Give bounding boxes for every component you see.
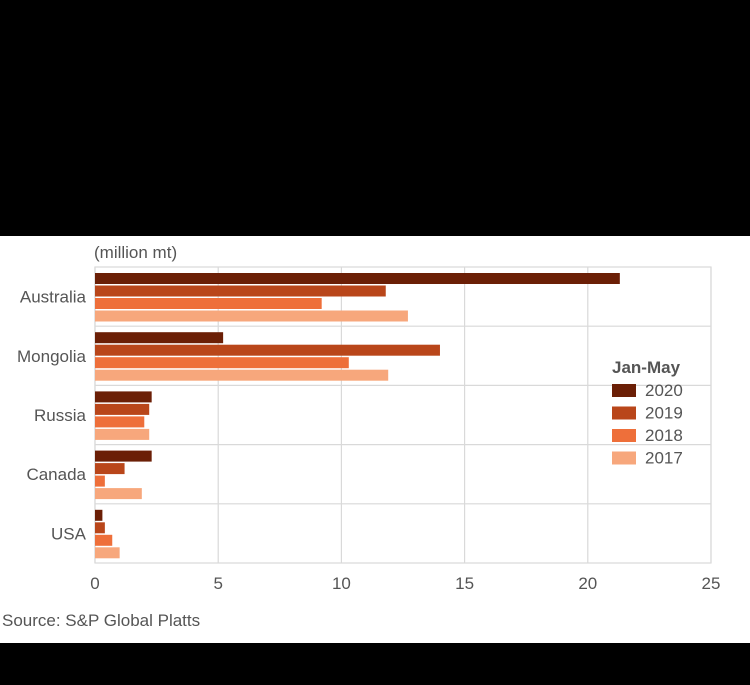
bar-australia-2020	[95, 273, 620, 284]
bar-russia-2019	[95, 403, 150, 415]
bar-usa-2018	[95, 534, 113, 546]
bar-canada-2020	[95, 450, 152, 462]
bar-australia-2018	[95, 298, 322, 309]
bar-chart: (million mt) Australia Mongolia Russia Cana…	[2, 243, 720, 630]
legend-label-2020: 2020	[645, 381, 683, 400]
legend-swatch-2017	[612, 451, 636, 465]
source-note: Source: S&P Global Platts	[2, 611, 200, 630]
bar-mongolia-2020	[95, 332, 224, 344]
bar-usa-2019	[95, 522, 105, 534]
bar-mongolia-2017	[95, 369, 389, 381]
category-label: USA	[51, 524, 87, 543]
legend-swatch-2018	[612, 429, 636, 442]
bar-usa-2017	[95, 547, 120, 559]
legend: Jan-May 2020 2019 2018 2017	[612, 358, 683, 468]
category-labels: Australia Mongolia Russia Canada USA	[17, 288, 87, 544]
bar-usa-2020	[95, 509, 103, 521]
x-tick-label: 15	[455, 574, 474, 593]
x-tick-label: 0	[90, 574, 99, 593]
x-tick-label: 5	[213, 574, 222, 593]
category-label: Mongolia	[17, 347, 87, 366]
bar-russia-2020	[95, 391, 152, 403]
chart-panel: (million mt) Australia Mongolia Russia Cana…	[0, 236, 750, 643]
legend-label-2019: 2019	[645, 404, 683, 423]
bar-canada-2019	[95, 463, 125, 475]
category-label: Australia	[20, 288, 87, 307]
legend-swatch-2019	[612, 406, 636, 420]
legend-label-2018: 2018	[645, 426, 683, 445]
x-tick-label: 10	[332, 574, 351, 593]
bar-mongolia-2018	[95, 357, 349, 369]
x-tick-labels: 0 5 10 15 20 25	[90, 574, 720, 593]
legend-label-2017: 2017	[645, 449, 683, 468]
bar-russia-2017	[95, 428, 150, 440]
bar-australia-2017	[95, 310, 408, 322]
category-label: Canada	[26, 465, 86, 484]
x-tick-label: 20	[578, 574, 597, 593]
bar-canada-2017	[95, 488, 142, 500]
legend-title: Jan-May	[612, 358, 681, 377]
bars	[95, 273, 620, 559]
category-label: Russia	[34, 406, 87, 425]
bar-australia-2019	[95, 285, 386, 297]
bar-mongolia-2019	[95, 344, 440, 356]
bar-canada-2018	[95, 475, 105, 487]
bar-russia-2018	[95, 416, 145, 428]
legend-swatch-2020	[612, 384, 636, 397]
unit-label: (million mt)	[94, 243, 177, 262]
x-tick-label: 25	[702, 574, 721, 593]
